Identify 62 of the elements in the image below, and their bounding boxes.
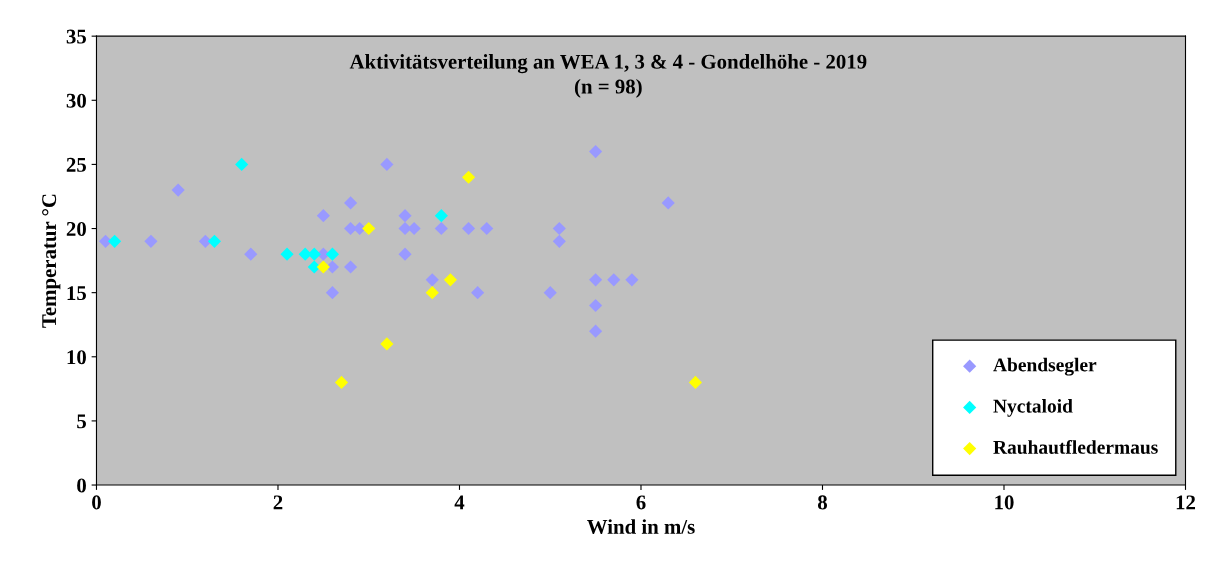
- point: [344, 196, 358, 210]
- y-tick-label: 0: [77, 478, 86, 493]
- point: [380, 157, 394, 171]
- point: [688, 375, 703, 390]
- y-tick-label: 10: [67, 350, 86, 365]
- point: [461, 221, 476, 236]
- point: [362, 221, 376, 236]
- point: [344, 260, 358, 274]
- point: [425, 286, 439, 300]
- point: [480, 221, 494, 236]
- x-tick-label: 4: [454, 495, 465, 510]
- point: [552, 234, 566, 248]
- point: [280, 247, 294, 261]
- y-axis-title: Temperatur °C: [42, 194, 61, 328]
- point: [316, 260, 330, 274]
- point: [425, 273, 439, 287]
- point: [207, 234, 222, 248]
- x-tick-label: 12: [1176, 495, 1196, 510]
- point: [325, 247, 340, 261]
- point: [398, 209, 412, 223]
- point: [589, 298, 603, 313]
- point: [661, 196, 675, 210]
- point: [334, 375, 349, 390]
- text: Aktivitätsverteilung an WEA 1, 3 & 4 - Gondelhöhe - 2019 (n = 98): [349, 54, 867, 98]
- point: [316, 209, 330, 223]
- point: [307, 247, 321, 261]
- point: [589, 324, 603, 338]
- x-tick-label: 0: [92, 495, 101, 510]
- point: [589, 145, 603, 159]
- y-tick-label: 30: [66, 93, 86, 108]
- point: [471, 286, 485, 300]
- point: [380, 337, 394, 351]
- point: [461, 170, 476, 184]
- point: [144, 234, 158, 248]
- point: [171, 183, 185, 197]
- point: [434, 209, 448, 223]
- y-tick-label: 35: [66, 29, 86, 44]
- point: [589, 273, 603, 287]
- x-tick-label: 8: [817, 495, 828, 510]
- point: [443, 273, 457, 287]
- legend-label: Rauhautfledermaus: [993, 439, 1158, 454]
- legend-label: Nyctaloid: [993, 399, 1073, 417]
- x-tick-label: 2: [273, 495, 283, 510]
- point: [398, 247, 412, 261]
- point: [434, 221, 448, 236]
- point: [108, 234, 122, 248]
- legend-label: Abendsegler: [993, 357, 1097, 376]
- point: [407, 221, 421, 236]
- point: [552, 221, 566, 236]
- point: [235, 157, 249, 171]
- point: [543, 286, 557, 300]
- y-tick-label: 15: [67, 286, 86, 301]
- x-tick-label: 6: [636, 495, 646, 510]
- point: [244, 247, 258, 261]
- point: [625, 273, 639, 287]
- y-tick-label: 25: [66, 157, 86, 172]
- y-tick-label: 20: [66, 221, 86, 236]
- x-axis-title: Wind in m/s: [587, 519, 695, 534]
- y-tick-label: 5: [77, 414, 86, 429]
- x-tick-label: 10: [995, 495, 1014, 510]
- point: [325, 286, 340, 300]
- point: [607, 273, 621, 287]
